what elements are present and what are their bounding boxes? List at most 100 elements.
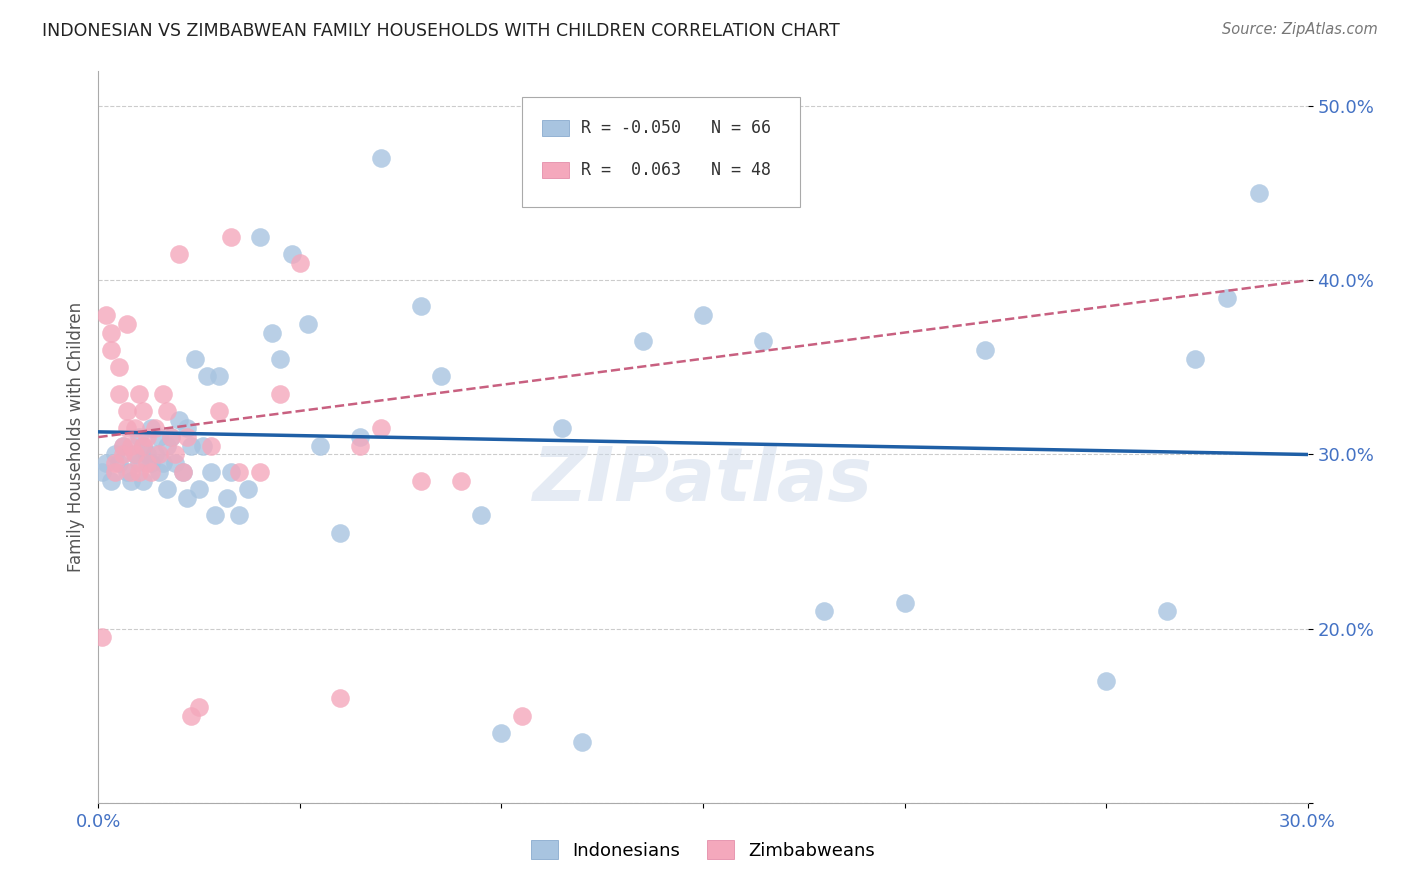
Point <box>139 456 162 470</box>
Point <box>631 334 654 349</box>
Point <box>91 631 114 645</box>
Point <box>450 474 472 488</box>
Point <box>135 448 157 462</box>
Point <box>571 735 593 749</box>
Point <box>1184 351 1206 366</box>
Point <box>152 386 174 401</box>
Point <box>120 439 142 453</box>
Point <box>193 439 215 453</box>
Point <box>329 691 352 706</box>
Point <box>156 483 179 497</box>
Point <box>167 247 190 261</box>
Point <box>139 465 162 479</box>
Point <box>128 430 150 444</box>
Point <box>309 439 332 453</box>
Text: R = -0.050   N = 66: R = -0.050 N = 66 <box>581 120 770 137</box>
Point <box>221 465 243 479</box>
Point <box>1095 673 1118 688</box>
Point <box>163 448 186 462</box>
Point <box>128 456 150 470</box>
Point <box>111 439 134 453</box>
Point <box>128 386 150 401</box>
Point <box>208 369 231 384</box>
Point <box>228 508 250 523</box>
Point <box>107 360 129 375</box>
Point <box>297 317 319 331</box>
Point <box>281 247 304 261</box>
Point <box>100 326 122 340</box>
Point <box>491 726 513 740</box>
FancyBboxPatch shape <box>522 97 800 207</box>
Point <box>370 421 392 435</box>
Point <box>409 474 432 488</box>
Point <box>128 465 150 479</box>
Point <box>120 474 142 488</box>
Point <box>132 404 155 418</box>
Point <box>204 508 226 523</box>
Point <box>91 465 114 479</box>
Point <box>120 465 142 479</box>
Bar <box>543 162 569 178</box>
Point <box>349 439 371 453</box>
Point <box>143 421 166 435</box>
Point <box>156 404 179 418</box>
Point <box>208 404 231 418</box>
Point <box>115 421 138 435</box>
Point <box>111 448 134 462</box>
Point <box>172 465 194 479</box>
Point <box>510 708 533 723</box>
Point <box>124 421 146 435</box>
Point <box>974 343 997 357</box>
Point <box>349 430 371 444</box>
Point <box>107 386 129 401</box>
Point <box>167 412 190 426</box>
Point <box>115 404 138 418</box>
Point <box>813 604 835 618</box>
Point <box>1216 291 1239 305</box>
Point <box>124 448 146 462</box>
Point <box>103 448 125 462</box>
Point <box>1156 604 1178 618</box>
Point <box>551 421 574 435</box>
Point <box>236 483 259 497</box>
Point <box>115 317 138 331</box>
Point <box>176 491 198 505</box>
Point <box>107 456 129 470</box>
Point <box>195 369 218 384</box>
Point <box>139 421 162 435</box>
Point <box>430 369 453 384</box>
Text: Source: ZipAtlas.com: Source: ZipAtlas.com <box>1222 22 1378 37</box>
Point <box>148 430 170 444</box>
Point <box>143 448 166 462</box>
Point <box>156 439 179 453</box>
Point <box>96 308 118 322</box>
Point <box>221 229 243 244</box>
Point <box>228 465 250 479</box>
Point <box>148 465 170 479</box>
Point <box>370 152 392 166</box>
Point <box>96 456 118 470</box>
Point <box>184 351 207 366</box>
Y-axis label: Family Households with Children: Family Households with Children <box>66 302 84 572</box>
Point <box>269 351 291 366</box>
Point <box>132 439 155 453</box>
Point <box>200 439 222 453</box>
Point <box>103 456 125 470</box>
Point <box>100 474 122 488</box>
Point <box>692 308 714 322</box>
Point <box>893 595 915 609</box>
Point <box>180 439 202 453</box>
Text: R =  0.063   N = 48: R = 0.063 N = 48 <box>581 161 770 179</box>
Point <box>288 256 311 270</box>
Point <box>180 708 202 723</box>
Point <box>176 421 198 435</box>
Text: ZIPatlas: ZIPatlas <box>533 444 873 517</box>
Text: INDONESIAN VS ZIMBABWEAN FAMILY HOUSEHOLDS WITH CHILDREN CORRELATION CHART: INDONESIAN VS ZIMBABWEAN FAMILY HOUSEHOL… <box>42 22 839 40</box>
Point <box>1249 186 1271 201</box>
Point <box>135 456 157 470</box>
Point <box>100 343 122 357</box>
Point <box>135 430 157 444</box>
Point <box>470 508 492 523</box>
Point <box>148 448 170 462</box>
Point <box>409 300 432 314</box>
